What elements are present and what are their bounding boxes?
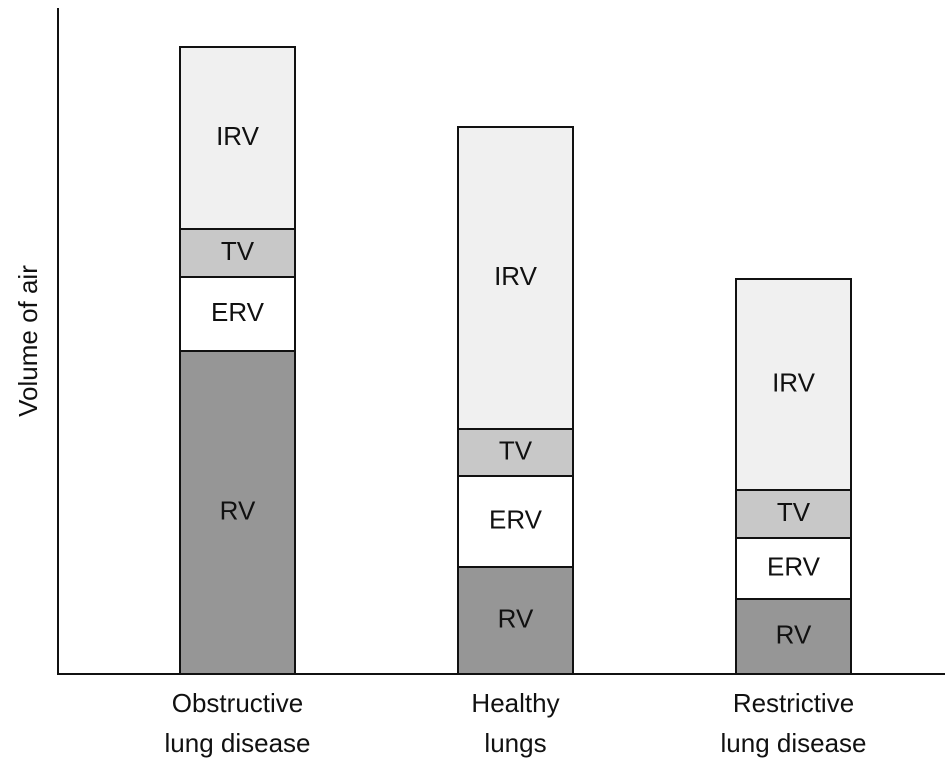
x-tick-label: lungs xyxy=(484,728,546,758)
bar-segment xyxy=(735,537,852,600)
segment-label: RV xyxy=(220,495,256,525)
segment-label: RV xyxy=(498,603,534,633)
bar-segment xyxy=(457,126,574,430)
x-tick-label: Restrictive xyxy=(733,688,854,718)
segment-label: ERV xyxy=(211,297,265,327)
segment-label: IRV xyxy=(494,261,538,291)
x-tick-label: Obstructive xyxy=(172,688,304,718)
bar-segment xyxy=(457,428,574,477)
bar-segment xyxy=(735,489,852,539)
x-tick-label: lung disease xyxy=(165,728,311,758)
x-tick-label: lung disease xyxy=(721,728,867,758)
bar-segment xyxy=(735,278,852,491)
segment-label: TV xyxy=(221,236,255,266)
bar-segment xyxy=(179,276,296,352)
bar-segment xyxy=(179,350,296,675)
bar-segment xyxy=(457,475,574,568)
y-axis-label: Volume of air xyxy=(13,265,43,417)
segment-label: RV xyxy=(776,619,812,649)
segment-label: ERV xyxy=(489,504,543,534)
segment-label: IRV xyxy=(216,121,260,151)
segment-label: TV xyxy=(777,497,811,527)
bar-segment xyxy=(179,46,296,230)
segment-label: ERV xyxy=(767,551,821,581)
segment-label: TV xyxy=(499,435,533,465)
x-tick-label: Healthy xyxy=(471,688,559,718)
segment-label: IRV xyxy=(772,367,816,397)
